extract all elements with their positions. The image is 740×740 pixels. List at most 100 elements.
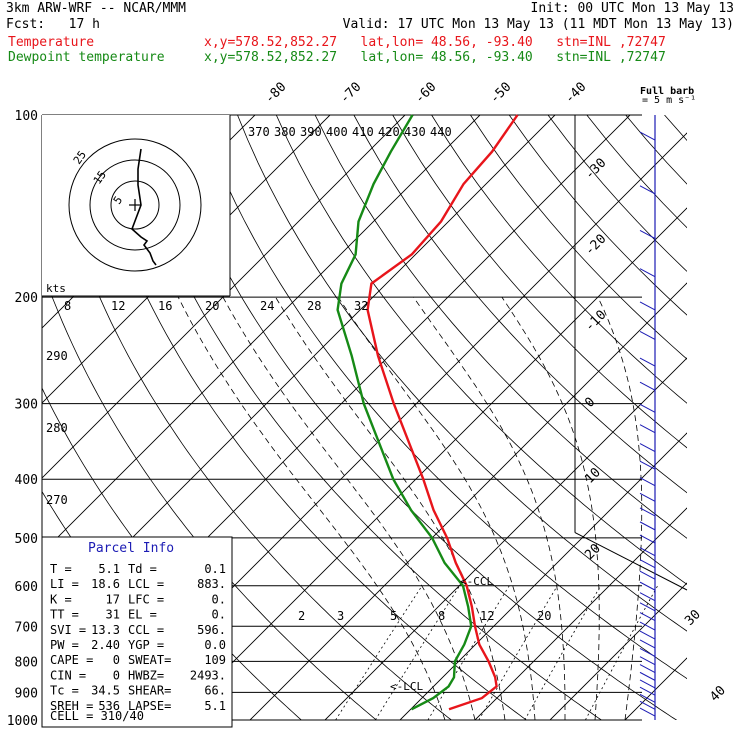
wind-barb [639,671,656,681]
dry-adiabat-line [198,115,687,680]
pressure-tick-label: 500 [15,532,38,547]
dry-adiabat-line [353,115,687,494]
wind-axis-tick: 8 [64,299,71,313]
temperature-location: x,y=578.52,852.27 lat,lon= 48.56, -93.40… [204,35,666,50]
dewpoint-legend: Dewpoint temperature [8,50,165,65]
wind-barb [639,581,656,591]
wind-barb [639,230,656,239]
pressure-tick-label: 900 [15,686,38,701]
parcel-info-value: 17 [106,592,120,606]
moist-adiabat-line [275,296,506,720]
parcel-info-key: Td = [128,562,157,576]
dry-adiabat-line [625,115,687,185]
wind-barb [639,492,656,502]
dry-adiabat-line [275,115,687,585]
parcel-info-value: 536 [98,699,120,713]
theta-e-label: 270 [46,493,68,507]
wind-barb [639,131,656,141]
wind-axis-tick: 12 [111,299,125,313]
dry-adiabat-line [237,115,687,632]
top-temperature-label: -60 [412,80,439,107]
wind-barb [639,547,656,557]
parcel-info-panel: Parcel Info T = 5.1 Td = 0.1 LI = 18.6 LCL = 883… [41,536,233,728]
top-temperature-label: -50 [487,80,514,107]
barb-legend-units: = 5 m s⁻¹ [642,95,696,106]
isotherm-line [324,357,687,720]
forecast-hour: Fcst: 17 h [6,17,100,32]
parcel-info-key: CCL = [128,623,164,637]
dry-adiabat-line [392,115,687,449]
ccl-annotation: <-CCL [460,575,493,588]
parcel-info-value: 5.1 [98,562,120,576]
theta-label: 380 [274,125,296,139]
wind-axis-tick: 28 [307,299,321,313]
parcel-info-value: 66. [204,684,226,698]
parcel-info-value: 109 [204,653,226,667]
wind-axis-tick: 20 [205,299,219,313]
isotherm-line [249,282,687,720]
parcel-info-value: 0. [212,608,226,622]
wind-axis-tick: 32 [354,299,368,313]
parcel-info-key: LCL = [128,577,164,591]
wind-barb [639,403,656,413]
right-temperature-label: -30 [582,156,609,183]
parcel-info-value: 31 [106,608,120,622]
model-title: 3km ARW-WRF -- NCAR/MMM [6,1,187,16]
wind-barb [639,700,656,710]
parcel-info-key: LAPSE= [128,699,171,713]
hodograph-ring-label: 25 [71,148,89,166]
isotherm-line [174,207,687,720]
parcel-info-value: 5.1 [204,699,226,713]
moist-adiabat-line [413,296,566,720]
moist-adiabat-line [222,296,476,720]
hodograph-ring [110,180,160,230]
wind-axis-tick: 24 [260,299,274,313]
parcel-info-value: 13.3 [91,623,120,637]
hodograph-ring [68,138,202,272]
parcel-info-key: LI = [50,577,79,591]
mixing-ratio-label: 2 [298,609,305,623]
hodograph-trace [131,148,157,266]
parcel-info-key: SVI = [50,623,86,637]
dry-adiabat-line [120,115,603,720]
dry-adiabat-line [159,115,678,720]
pressure-tick-label: 200 [15,291,38,306]
barb-legend-title: Full barb [640,86,694,97]
lcl-annotation: <-LCL [390,680,423,693]
parcel-info-key: EL = [128,608,157,622]
parcel-info-key: SHEAR= [128,684,171,698]
moist-adiabat-line [337,296,536,720]
wind-barb [639,686,656,696]
wind-barb [639,656,656,666]
theta-label: 430 [404,125,426,139]
parcel-info-value: 2493. [190,668,226,682]
parcel-info-key: HWBZ= [128,668,164,682]
theta-label: 410 [352,125,374,139]
dry-adiabat-line [81,115,528,720]
right-temperature-label: 30 [682,607,704,629]
dry-adiabat-line [470,115,687,360]
dry-adiabat-line [314,115,687,539]
mixing-ratio-line [335,585,423,720]
wind-barb [639,331,656,340]
parcel-info-value: 0.0 [204,638,226,652]
isotherm-line [42,115,481,554]
parcel-info-key: CAPE = [50,653,93,667]
mixing-ratio-line [524,585,601,720]
wind-barb [639,477,656,487]
dewpoint-location: x,y=578.52,852.27 lat,lon= 48.56, -93.40… [204,50,666,65]
parcel-info-box [41,536,233,728]
parcel-info-key: SREH = [50,699,93,713]
wind-barb [639,185,656,195]
wind-barb [639,693,656,703]
right-temperature-label: 10 [582,465,604,487]
top-temperature-label: -40 [562,80,589,107]
theta-label: 390 [300,125,322,139]
parcel-info-value: 0 [113,653,120,667]
parcel-info-key: SWEAT= [128,653,171,667]
parcel-info-value: 34.5 [91,684,120,698]
parcel-info-value: 0. [212,592,226,606]
theta-label: 420 [378,125,400,139]
